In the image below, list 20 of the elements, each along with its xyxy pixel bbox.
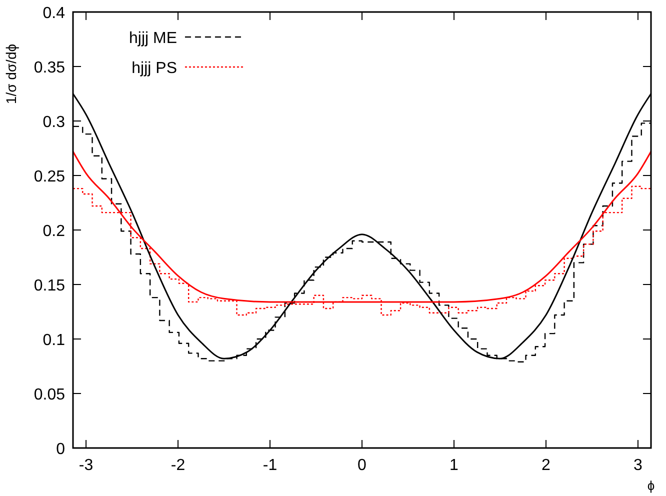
legend-label: hjjj PS	[132, 60, 177, 77]
x-axis-title: ϕ	[647, 478, 655, 493]
y-tick-label: 0.05	[34, 386, 66, 404]
x-tick-label: 0	[358, 457, 367, 474]
x-tick-label: -1	[262, 457, 278, 474]
y-tick-label: 0.1	[42, 332, 66, 349]
x-tick-label: 3	[634, 457, 643, 474]
y-tick-label: 0.3	[42, 114, 66, 131]
y-tick-label: 0.2	[42, 223, 66, 240]
x-tick-label: -2	[170, 457, 186, 474]
y-tick-label: 0.35	[34, 60, 66, 76]
x-tick-label: 2	[542, 457, 551, 474]
x-tick-label: -3	[78, 457, 94, 474]
legend-label: hjjj ME	[128, 30, 177, 47]
y-tick-label: 0.4	[42, 5, 66, 22]
y-tick-label: 0	[56, 441, 66, 458]
y-tick-label: 0.15	[34, 278, 66, 294]
x-tick-label: 1	[450, 457, 459, 474]
y-axis-title: 1/σ dσ/dϕ	[3, 44, 19, 104]
y-tick-label: 0.25	[34, 168, 66, 186]
